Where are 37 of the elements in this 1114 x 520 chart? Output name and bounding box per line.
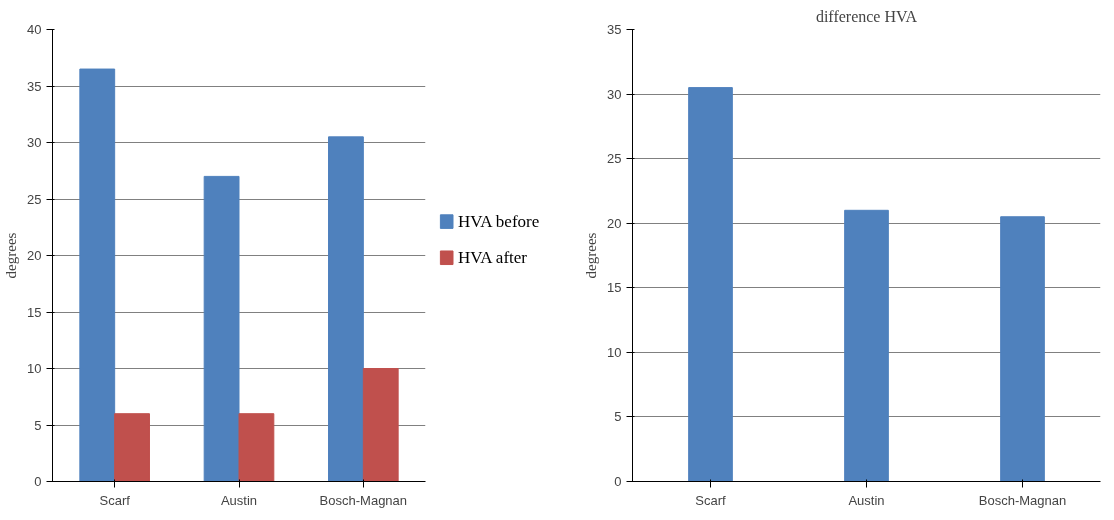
bar [328, 136, 364, 482]
y-tick-label: 30 [27, 135, 42, 150]
y-tick-label: 5 [34, 417, 42, 433]
x-tick-label: Bosch-Magnan [319, 492, 408, 508]
bar [114, 413, 150, 482]
y-tick-label: 25 [27, 191, 42, 207]
y-tick-label: 5 [614, 409, 622, 425]
bar [79, 68, 116, 482]
y-tick-label: 20 [27, 248, 42, 263]
bar [844, 209, 889, 482]
y-tick-label: 30 [607, 86, 622, 102]
x-tick-label: Bosch-Magnan [978, 492, 1067, 508]
y-tick-label: 0 [34, 474, 42, 489]
x-tick-label: Austin [848, 492, 885, 508]
bar [362, 368, 399, 482]
bar [688, 87, 733, 482]
y-tick-label: 0 [614, 474, 622, 489]
y-tick-label: 25 [607, 151, 622, 167]
y-tick-label: 20 [607, 215, 622, 231]
x-tick-label: Scarf [695, 492, 727, 508]
y-tick-label: 10 [27, 361, 42, 376]
y-tick-label: 40 [27, 22, 42, 37]
y-tick-label: 35 [27, 78, 42, 94]
x-tick-label: Austin [220, 492, 258, 508]
legend-label: HVA before [457, 212, 540, 232]
y-tick-label: 35 [607, 22, 622, 37]
bar [203, 175, 240, 482]
bar [1000, 216, 1045, 482]
y-tick-label: 15 [27, 304, 42, 320]
chart-title: difference HVA [815, 7, 918, 25]
x-tick-label: Scarf [99, 492, 131, 508]
y-axis-title: degrees [583, 232, 600, 279]
bar [238, 413, 275, 482]
y-tick-label: 15 [607, 280, 622, 296]
y-tick-label: 10 [607, 344, 622, 360]
legend-label: HVA after [457, 248, 528, 268]
y-axis-title: degrees [3, 232, 20, 279]
